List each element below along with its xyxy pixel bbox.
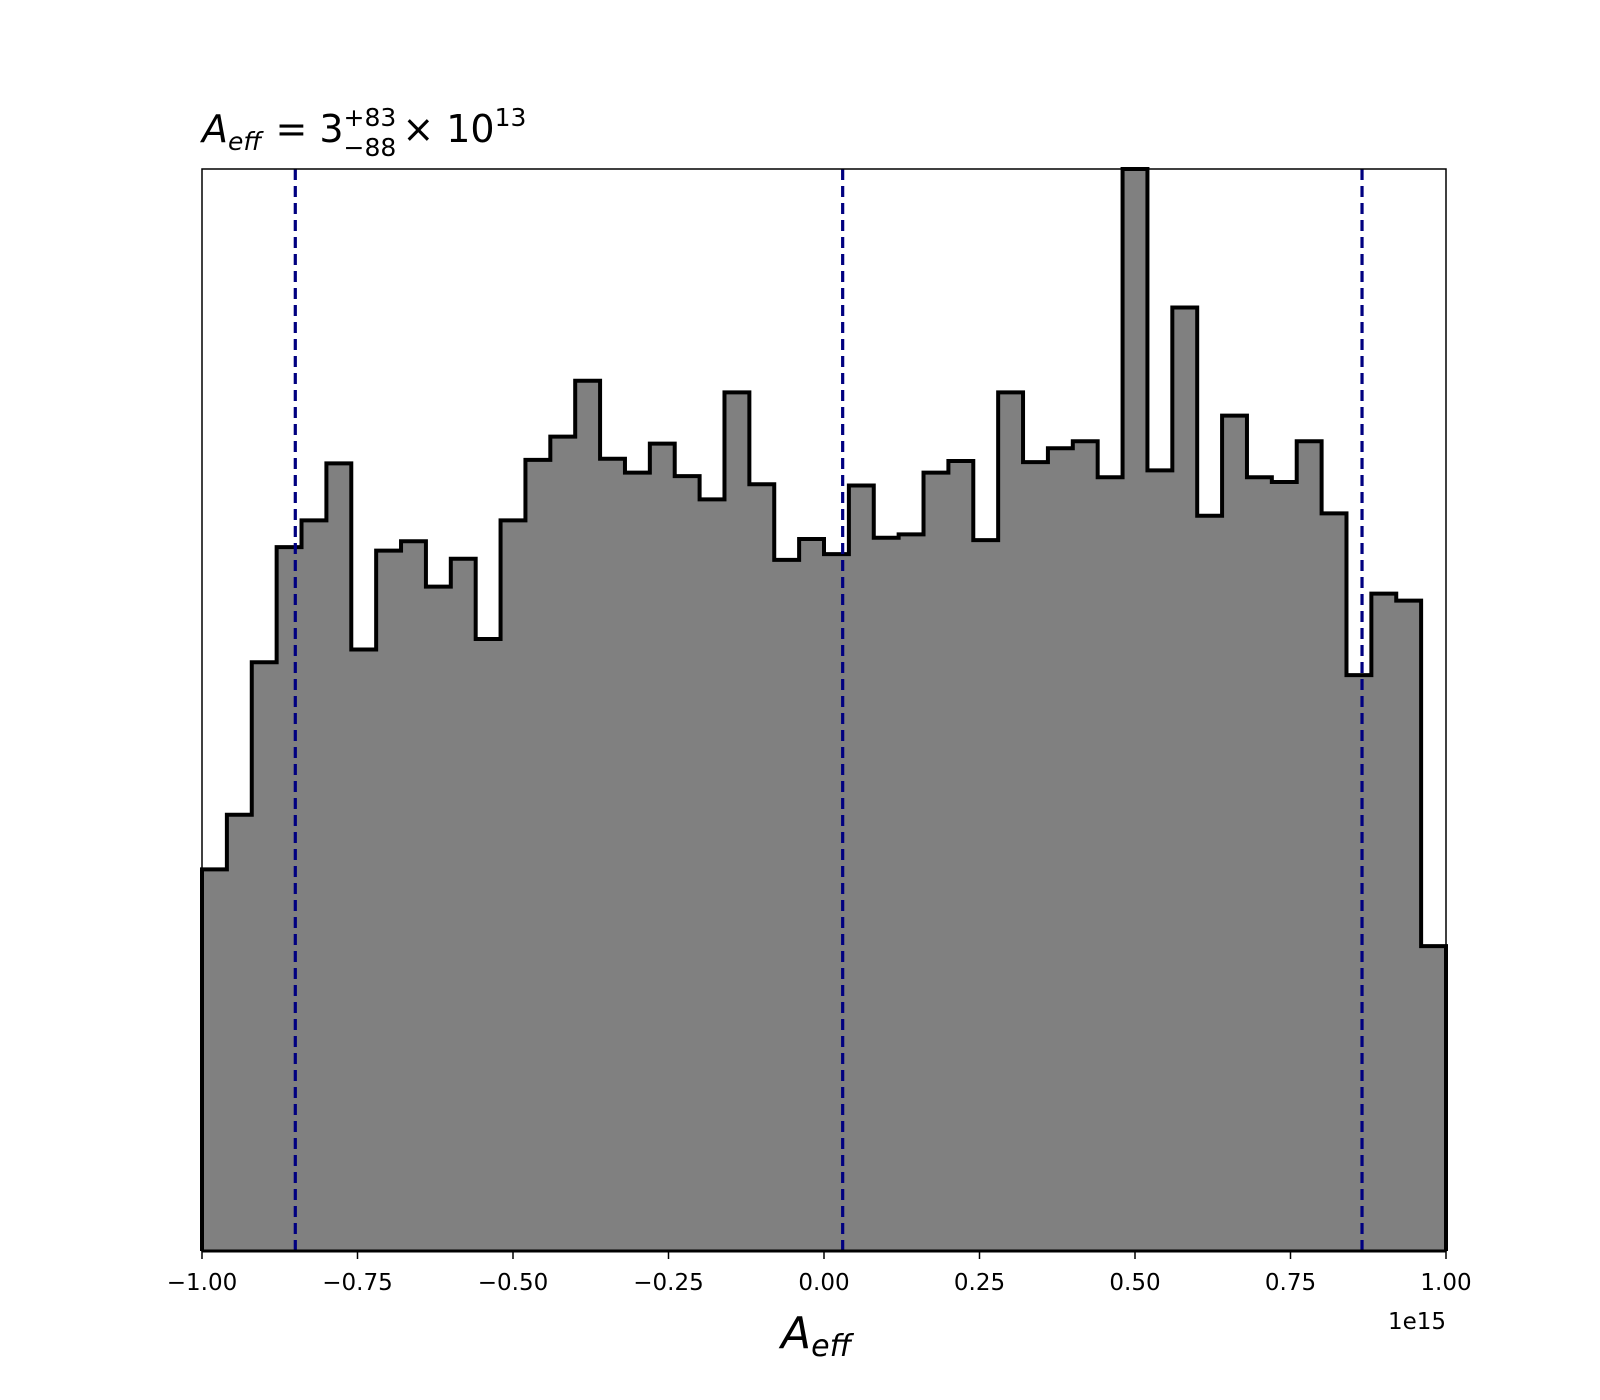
x-tick-label: 0.25	[954, 1270, 1005, 1296]
histogram-bar	[500, 520, 527, 1251]
plot-area	[200, 167, 1448, 1252]
x-tick-label: −0.75	[322, 1270, 392, 1296]
x-axis-label: Aeff	[778, 1308, 855, 1364]
x-tick-label: 0.50	[1109, 1270, 1160, 1296]
histogram-bar	[1271, 481, 1298, 1251]
histogram-bar	[1321, 513, 1348, 1251]
histogram-bar	[1072, 441, 1099, 1252]
histogram-bar	[276, 547, 303, 1251]
xlabel-symbol: A	[778, 1308, 811, 1359]
histogram-bar	[824, 554, 850, 1251]
histogram-bar	[898, 534, 925, 1251]
histogram-bar	[1097, 477, 1124, 1251]
histogram-bar	[774, 559, 800, 1251]
histogram-bar	[351, 649, 377, 1251]
histogram-bar	[724, 392, 750, 1252]
title-symbol: A	[199, 107, 228, 151]
histogram-bar	[1197, 515, 1223, 1251]
histogram-bar	[425, 586, 452, 1251]
histogram-bar	[1346, 675, 1372, 1251]
histogram-bar	[1222, 415, 1248, 1251]
histogram-bar	[973, 540, 999, 1251]
title-equals-value: = 3	[275, 107, 343, 151]
histogram-bar	[600, 458, 626, 1251]
histogram-bar	[699, 499, 726, 1251]
histogram-bar	[749, 484, 775, 1251]
title-times: × 10	[402, 107, 494, 151]
title-exp: 13	[495, 103, 527, 132]
histogram-bar	[1147, 470, 1173, 1251]
x-axis: −1.00 −0.75 −0.50 −0.25 0.00 0.25 0.50 0.75 1.00	[167, 1249, 1472, 1296]
histogram-bar	[202, 869, 228, 1251]
histogram-bar	[475, 639, 502, 1251]
histogram-bar	[624, 472, 651, 1251]
x-tick-label: 0.00	[798, 1270, 849, 1296]
x-tick-label: −1.00	[167, 1270, 237, 1296]
xlabel-sub: eff	[811, 1329, 854, 1364]
histogram-bar	[998, 392, 1024, 1252]
histogram-bar	[848, 485, 875, 1251]
x-tick-label: 0.75	[1265, 1270, 1316, 1296]
histogram-bar	[326, 463, 352, 1251]
x-tick-label: 1.00	[1420, 1270, 1471, 1296]
histogram-bar	[1296, 441, 1323, 1252]
chart-title: Aeff = 3+83 −88 × 1013	[199, 103, 526, 162]
histogram-bar	[401, 541, 427, 1251]
x-axis-offset-label: 1e15	[1388, 1309, 1446, 1335]
histogram-bar	[674, 476, 701, 1251]
histogram-bar	[948, 461, 974, 1251]
histogram-bar	[376, 550, 402, 1251]
x-tick-label: −0.25	[633, 1270, 703, 1296]
histogram-bar	[550, 436, 576, 1251]
histogram-bar	[1172, 307, 1198, 1251]
histogram-bar	[301, 520, 327, 1251]
histogram-bar	[1371, 593, 1397, 1251]
histogram-outline	[200, 167, 1448, 1251]
histogram-bar	[1396, 600, 1422, 1251]
histogram-bar	[226, 814, 253, 1251]
histogram-bar	[799, 538, 825, 1251]
histogram-bar	[649, 443, 676, 1252]
histogram-bar	[873, 537, 900, 1251]
histogram-bar	[1246, 477, 1273, 1251]
histogram-bar	[923, 472, 949, 1251]
histogram-bar	[251, 662, 278, 1251]
histogram-bar	[450, 558, 477, 1251]
title-sup: +83	[344, 103, 397, 132]
histogram-bar	[1421, 946, 1447, 1251]
title-symbol-sub: eff	[228, 127, 264, 156]
histogram-bar	[525, 459, 551, 1251]
histogram-bar	[575, 380, 601, 1252]
histogram-bar	[1122, 169, 1149, 1251]
title-sub: −88	[344, 133, 397, 162]
x-tick-label: −0.50	[478, 1270, 548, 1296]
histogram-bar	[1047, 448, 1074, 1251]
histogram-bar	[1023, 462, 1049, 1251]
